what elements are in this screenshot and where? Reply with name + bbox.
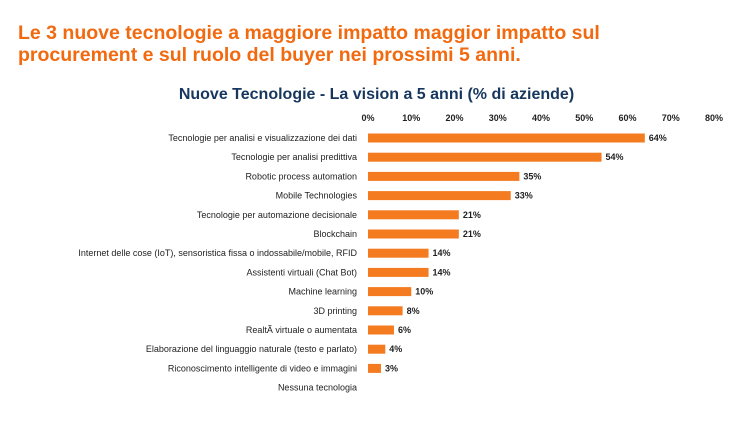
category-label: RealtÃ virtuale o aumentata xyxy=(246,325,357,335)
data-label: 21% xyxy=(463,210,481,220)
category-label: Nessuna tecnologia xyxy=(278,383,357,393)
category-label: Machine learning xyxy=(288,287,357,297)
x-tick-label: 0% xyxy=(361,113,374,123)
bar xyxy=(368,229,459,239)
data-label: 8% xyxy=(407,306,420,316)
x-tick-label: 70% xyxy=(662,113,680,123)
chart-title: Nuove Tecnologie - La vision a 5 anni (%… xyxy=(178,86,575,103)
bar xyxy=(368,306,403,316)
data-label: 6% xyxy=(398,325,411,335)
bar xyxy=(368,133,645,143)
bar xyxy=(368,267,429,277)
headline: Le 3 nuove tecnologie a maggiore impatto… xyxy=(18,22,718,66)
data-label: 64% xyxy=(649,133,667,143)
bar xyxy=(368,191,511,201)
data-label: 54% xyxy=(606,152,624,162)
data-label: 35% xyxy=(523,171,541,181)
category-label: Tecnologie per analisi predittiva xyxy=(231,152,357,162)
x-tick-label: 30% xyxy=(489,113,507,123)
x-tick-label: 60% xyxy=(618,113,636,123)
category-label: Elaborazione del linguaggio naturale (te… xyxy=(146,344,357,354)
bar xyxy=(368,287,412,297)
x-tick-label: 20% xyxy=(445,113,463,123)
category-label: 3D printing xyxy=(313,306,357,316)
data-label: 21% xyxy=(463,229,481,239)
category-label: Robotic process automation xyxy=(245,171,357,181)
category-label: Internet delle cose (IoT), sensoristica … xyxy=(78,248,357,258)
bar xyxy=(368,210,459,220)
bar xyxy=(368,325,394,335)
data-label: 10% xyxy=(415,287,433,297)
data-label: 4% xyxy=(389,344,402,354)
bar xyxy=(368,248,429,258)
category-label: Assistenti virtuali (Chat Bot) xyxy=(246,267,357,277)
x-tick-label: 40% xyxy=(532,113,550,123)
data-label: 14% xyxy=(433,267,451,277)
data-label: 14% xyxy=(433,248,451,258)
category-label: Tecnologie per automazione decisionale xyxy=(197,210,357,220)
bar xyxy=(368,171,520,181)
x-tick-label: 50% xyxy=(575,113,593,123)
category-label: Mobile Technologies xyxy=(276,191,358,201)
data-label: 33% xyxy=(515,191,533,201)
x-tick-label: 10% xyxy=(402,113,420,123)
bar xyxy=(368,363,381,373)
bar xyxy=(368,344,386,354)
x-tick-label: 80% xyxy=(705,113,723,123)
category-label: Riconoscimento intelligente di video e i… xyxy=(168,363,357,373)
category-label: Tecnologie per analisi e visualizzazione… xyxy=(168,133,357,143)
category-label: Blockchain xyxy=(313,229,357,239)
headline-line-1: Le 3 nuove tecnologie a maggiore impatto… xyxy=(18,22,600,44)
data-label: 3% xyxy=(385,363,398,373)
bar xyxy=(368,152,602,162)
headline-line-2: procurement e sul ruolo del buyer nei pr… xyxy=(18,44,521,66)
